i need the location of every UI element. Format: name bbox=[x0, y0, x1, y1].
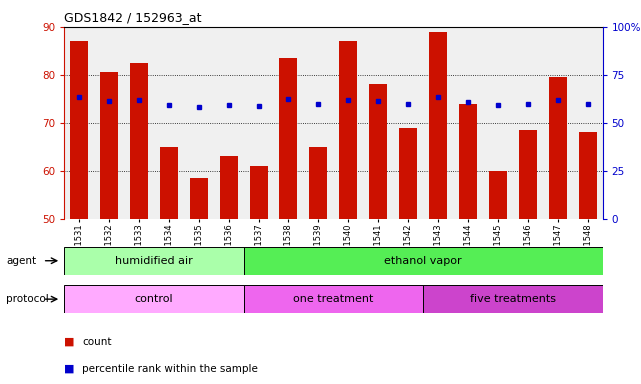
Bar bbox=[519, 130, 537, 219]
Text: count: count bbox=[82, 337, 112, 347]
Bar bbox=[310, 147, 328, 219]
Text: one treatment: one treatment bbox=[293, 294, 374, 304]
Text: GDS1842 / 152963_at: GDS1842 / 152963_at bbox=[64, 12, 202, 25]
Text: ■: ■ bbox=[64, 364, 74, 374]
Bar bbox=[279, 58, 297, 219]
Bar bbox=[130, 63, 148, 219]
Bar bbox=[579, 132, 597, 219]
Bar bbox=[70, 41, 88, 219]
Bar bbox=[549, 77, 567, 219]
Text: control: control bbox=[135, 294, 173, 304]
Bar bbox=[339, 41, 357, 219]
Bar bbox=[369, 84, 387, 219]
Bar bbox=[100, 73, 118, 219]
Bar bbox=[429, 31, 447, 219]
Text: agent: agent bbox=[6, 256, 37, 266]
Bar bbox=[64, 285, 244, 313]
Bar bbox=[190, 178, 208, 219]
Text: humidified air: humidified air bbox=[115, 256, 193, 266]
Bar bbox=[399, 127, 417, 219]
Bar bbox=[160, 147, 178, 219]
Bar bbox=[64, 247, 244, 275]
Text: percentile rank within the sample: percentile rank within the sample bbox=[82, 364, 258, 374]
Bar bbox=[459, 104, 477, 219]
Bar bbox=[244, 285, 423, 313]
Text: ethanol vapor: ethanol vapor bbox=[384, 256, 462, 266]
Bar bbox=[489, 171, 507, 219]
Bar bbox=[249, 166, 267, 219]
Text: ■: ■ bbox=[64, 337, 74, 347]
Text: protocol: protocol bbox=[6, 294, 49, 304]
Bar bbox=[220, 157, 238, 219]
Text: five treatments: five treatments bbox=[470, 294, 556, 304]
Bar bbox=[244, 247, 603, 275]
Bar bbox=[423, 285, 603, 313]
